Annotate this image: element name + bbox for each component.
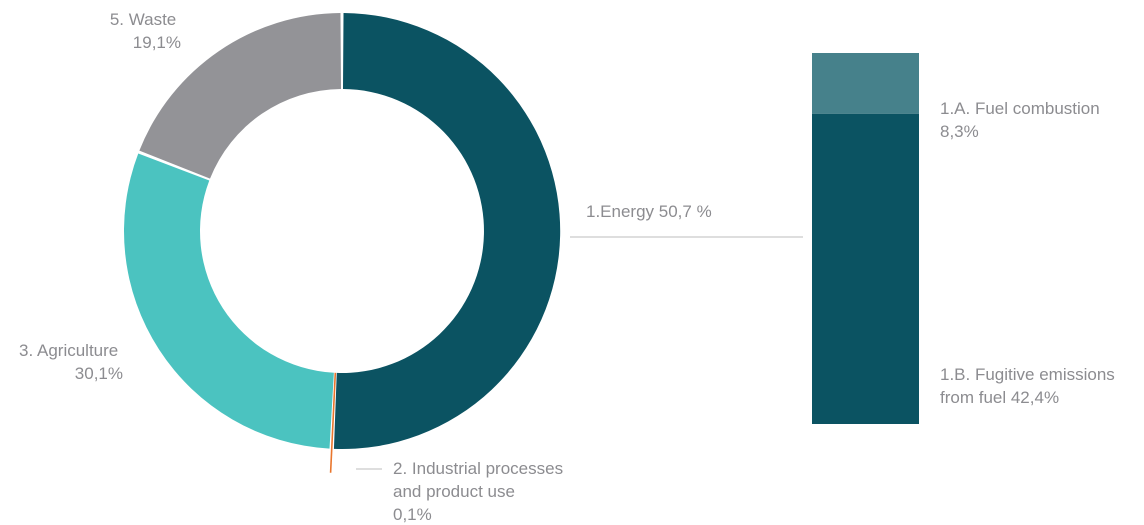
donut-chart (123, 13, 561, 473)
energy-breakdown-bar (812, 53, 919, 425)
agriculture-label: 3. Agriculture 30,1% (19, 341, 123, 383)
industrial-label: 2. Industrial processes and product use … (393, 459, 568, 524)
leader-lines (356, 236, 803, 470)
fuel-combustion-label: 1.A. Fuel combustion 8,3% (940, 99, 1104, 141)
energy-label: 1.Energy 50,7 % (586, 202, 712, 221)
donut-slice-3-agriculture (123, 153, 334, 449)
chart-labels: 1.Energy 50,7 % 2. Industrial processes … (19, 10, 1120, 524)
donut-slice-1-energy-50-7 (333, 13, 561, 450)
stack-segment-1-a-fuel-combustion (812, 53, 919, 114)
donut-slice-5-waste (139, 13, 342, 179)
stack-segment-1-b-fugitive-emissions (812, 113, 919, 425)
fugitive-emissions-label: 1.B. Fugitive emissions from fuel 42,4% (940, 365, 1120, 407)
donut-slice-2-industrial-processes (329, 372, 337, 473)
waste-label: 5. Waste 19,1% (110, 10, 181, 52)
